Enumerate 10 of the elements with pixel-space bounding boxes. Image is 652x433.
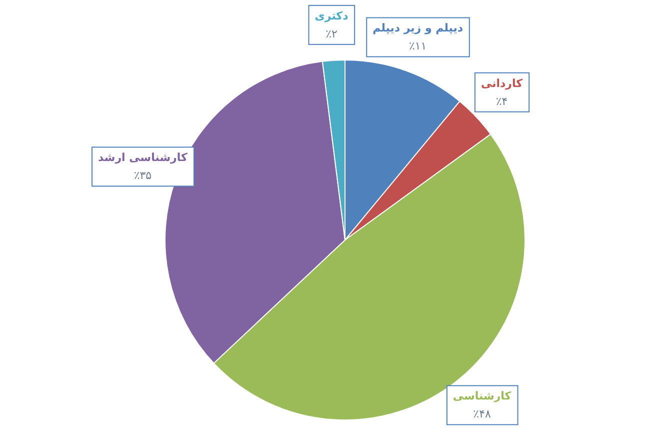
slice-label: کارشناسی ارشد [98, 151, 188, 164]
data-label: ٪۴۸ [473, 408, 491, 421]
slice-label: کاردانی [480, 76, 524, 90]
slice-label: دکتری [314, 9, 349, 22]
data-label: ٪۱۱ [408, 40, 427, 53]
data-label: ٪۳۵ [134, 169, 152, 182]
data-label: ٪۲ [326, 27, 338, 40]
data-label: ٪۴ [496, 94, 508, 108]
slice-label: کارشناسی [452, 390, 512, 403]
slice-label: دیپلم و زیر دیپلم [372, 22, 464, 35]
